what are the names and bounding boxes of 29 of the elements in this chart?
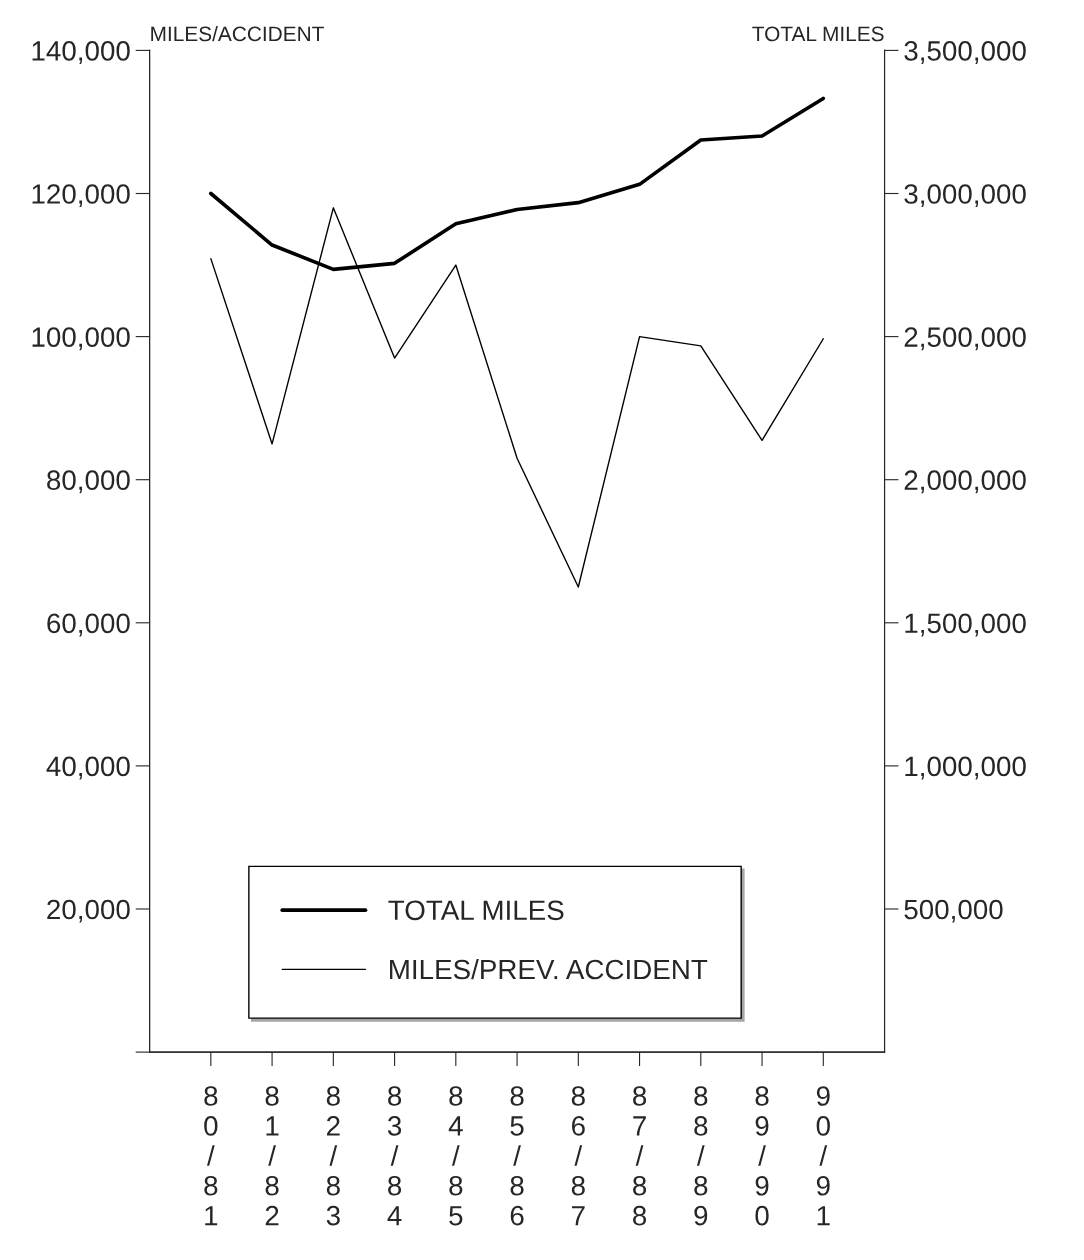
- x-tick-label: 83/84: [387, 1086, 402, 1226]
- y2-tick-label: 3,000,000: [904, 184, 1026, 208]
- y2-tick-label: 1,000,000: [905, 756, 1026, 780]
- y2-tick-label: 1,500,000: [905, 613, 1026, 637]
- y-tick-label: 120,000: [32, 184, 130, 208]
- y-tick-label: 140,000: [32, 41, 130, 65]
- x-tick-label: 84/85: [448, 1086, 463, 1226]
- x-tick-label: 90/91: [816, 1086, 830, 1226]
- x-tick-label: 86/87: [571, 1086, 585, 1226]
- x-tick-label: 88/89: [694, 1086, 708, 1226]
- x-tick-label: 81/82: [265, 1086, 279, 1226]
- y-tick-label: 60,000: [47, 613, 130, 637]
- x-tick-label: 85/86: [510, 1086, 524, 1226]
- legend-label: TOTAL MILES: [388, 900, 564, 921]
- y2-tick-label: 3,500,000: [904, 41, 1026, 65]
- x-tick-label: 89/90: [755, 1086, 769, 1226]
- legend-label: MILES/PREV. ACCIDENT: [390, 958, 708, 980]
- y2-axis-title: TOTAL MILES: [752, 26, 884, 42]
- y-axis-title: MILES/ACCIDENT: [151, 25, 324, 42]
- y2-tick-label: 2,000,000: [904, 470, 1026, 494]
- y-tick-label: 40,000: [46, 756, 130, 780]
- x-tick-label: 80/81: [204, 1086, 218, 1226]
- y2-tick-label: 2,500,000: [904, 327, 1026, 351]
- x-tick-label: 87/88: [633, 1086, 647, 1226]
- x-tick-label: 82/83: [326, 1086, 340, 1226]
- y-tick-label: 20,000: [47, 899, 130, 923]
- y-tick-label: 100,000: [32, 327, 130, 351]
- y2-tick-label: 500,000: [904, 899, 1003, 923]
- y-tick-label: 80,000: [47, 470, 130, 494]
